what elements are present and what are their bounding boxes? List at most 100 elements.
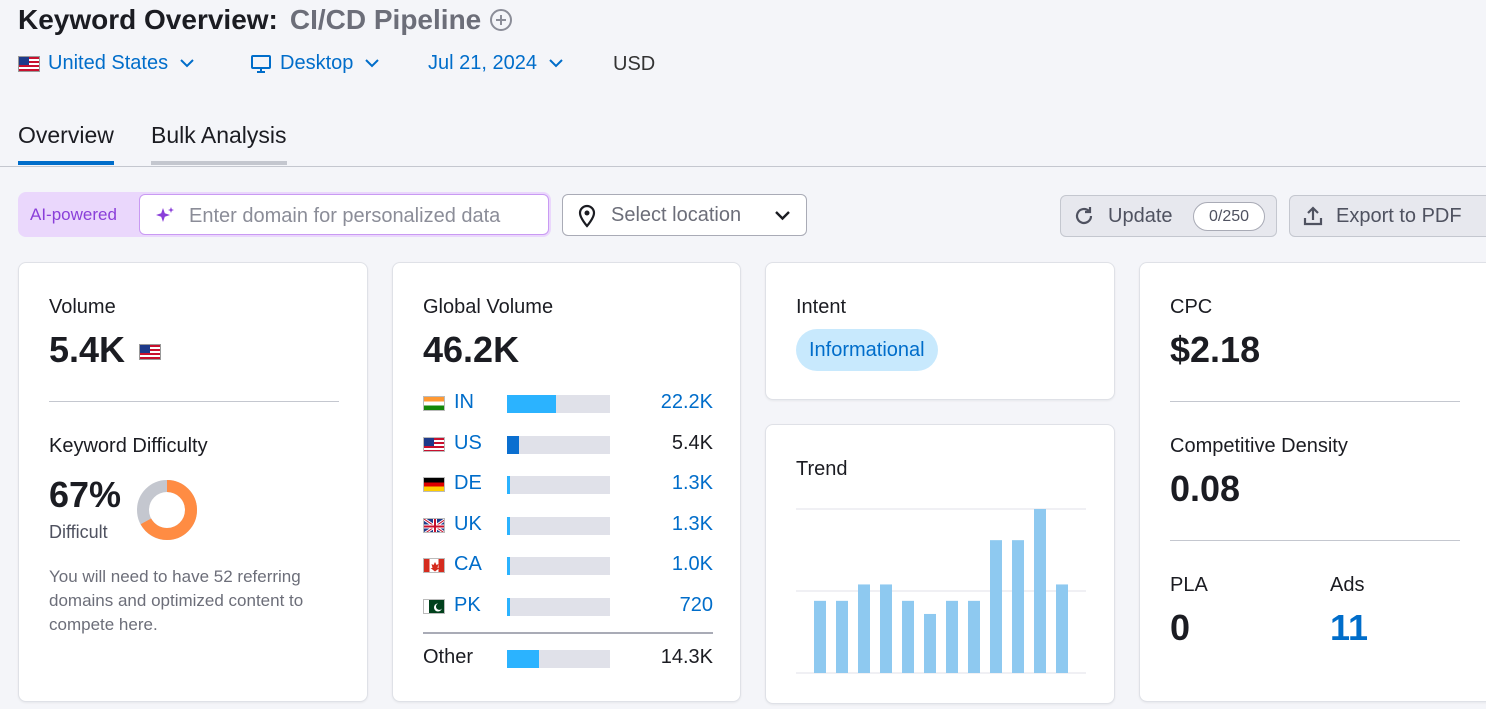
trend-bar[interactable] [1012,540,1024,673]
domain-input[interactable]: Enter domain for personalized data [139,194,549,235]
country-value: 720 [679,594,713,616]
country-bar [507,598,610,616]
country-bar-fill [507,557,511,575]
other-label: Other [423,646,474,668]
ai-domain-box: AI-powered Enter domain for personalized… [18,192,551,237]
trend-bar[interactable] [902,600,914,673]
chevron-down-icon [365,59,380,68]
global-volume-card: Global Volume 46.2K IN 22.2K US 5.4K DE … [392,262,741,702]
device-selector[interactable]: Desktop [250,52,380,75]
kd-donut-chart [137,480,197,540]
refresh-icon [1075,207,1093,225]
germany-flag-icon [423,477,445,492]
pla-label: PLA [1170,574,1208,596]
page-title: Keyword Overview: [18,4,278,35]
divider [49,401,339,402]
country-bar [507,476,610,494]
kd-label: Keyword Difficulty [49,435,208,457]
country-bar-fill [507,517,511,535]
trend-bar[interactable] [946,600,958,673]
date-selector[interactable]: Jul 21, 2024 [428,52,563,75]
us-flag-icon [139,344,162,361]
country-row-pk[interactable]: PK 720 [423,594,713,620]
global-volume-value: 46.2K [423,329,520,370]
intent-badge[interactable]: Informational [796,329,938,371]
country-row-in[interactable]: IN 22.2K [423,391,713,417]
desktop-icon [251,54,271,73]
export-pdf-button[interactable]: Export to PDF [1289,195,1486,237]
trend-bar[interactable] [1056,584,1068,673]
density-value: 0.08 [1170,468,1241,509]
tab-bulk-analysis[interactable]: Bulk Analysis [151,122,287,165]
trend-card: Trend [765,424,1115,704]
country-row-other: Other 14.3K [423,646,713,672]
india-flag-icon [423,396,445,411]
country-bar-fill [507,395,557,413]
location-placeholder: Select location [611,204,742,226]
pakistan-flag-icon [423,599,445,614]
country-row-uk[interactable]: UK 1.3K [423,513,713,539]
country-bar [507,517,610,535]
divider [1170,401,1460,402]
trend-bar[interactable] [924,613,936,673]
country-bar-fill [507,436,520,454]
intent-card: Intent Informational [765,262,1115,400]
currency-label: USD [613,53,656,75]
us-flag-icon [423,437,445,452]
volume-label: Volume [49,296,116,318]
update-label: Update [1108,205,1173,227]
country-selector[interactable]: United States [18,52,194,75]
uk-flag-icon [423,518,445,533]
kd-donut-fill [137,480,197,540]
trend-bar[interactable] [858,584,870,673]
divider [1170,540,1460,541]
volume-value-row: 5.4K [49,329,162,371]
ads-value[interactable]: 11 [1330,607,1369,648]
cpc-value: $2.18 [1170,329,1261,370]
kd-note: You will need to have 52 referring domai… [49,567,304,634]
country-code: PK [454,594,481,616]
pla-value: 0 [1170,607,1191,648]
trend-bar[interactable] [880,584,892,673]
country-value: 1.0K [671,553,713,575]
cpc-card: CPC $2.18 Competitive Density 0.08 PLA 0… [1139,262,1486,702]
trend-label: Trend [796,458,848,480]
country-value: 22.2K [660,391,713,413]
ai-powered-label: AI-powered [30,205,117,224]
keyword-title: CI/CD Pipeline [289,4,482,35]
update-count-badge: 0/250 [1193,202,1265,231]
domain-input-placeholder: Enter domain for personalized data [189,205,501,227]
country-value: 1.3K [671,472,713,494]
trend-bar[interactable] [990,540,1002,673]
trend-bar[interactable] [1034,509,1046,673]
density-label: Competitive Density [1170,435,1348,457]
country-row-de[interactable]: DE 1.3K [423,472,713,498]
intent-label: Intent [796,296,847,318]
chevron-down-icon [549,59,563,68]
sparkle-icon [156,207,174,222]
tab-overview[interactable]: Overview [18,122,114,165]
export-icon [1303,206,1323,226]
country-bar [507,436,610,454]
kd-value: 67% [49,474,122,515]
trend-bar[interactable] [836,600,848,673]
update-button[interactable]: Update 0/250 [1060,195,1277,237]
trend-bar[interactable] [968,600,980,673]
location-pin-icon [578,204,596,228]
trend-chart [796,508,1086,674]
chevron-down-icon [180,59,194,68]
volume-card: Volume 5.4K Keyword Difficulty 67% Diffi… [18,262,368,702]
country-row-ca[interactable]: CA 1.0K [423,553,713,579]
country-bar-fill [507,598,511,616]
country-bar [507,557,610,575]
export-label: Export to PDF [1336,205,1462,227]
country-value: 1.3K [671,513,713,535]
country-code: DE [454,472,482,494]
trend-bar[interactable] [814,600,826,673]
ads-label: Ads [1330,574,1365,596]
add-circle-icon[interactable] [489,8,513,32]
country-code: CA [454,553,482,575]
tab-bar: Overview Bulk Analysis [0,118,1486,167]
location-select[interactable]: Select location [562,194,807,236]
global-volume-label: Global Volume [423,296,554,318]
